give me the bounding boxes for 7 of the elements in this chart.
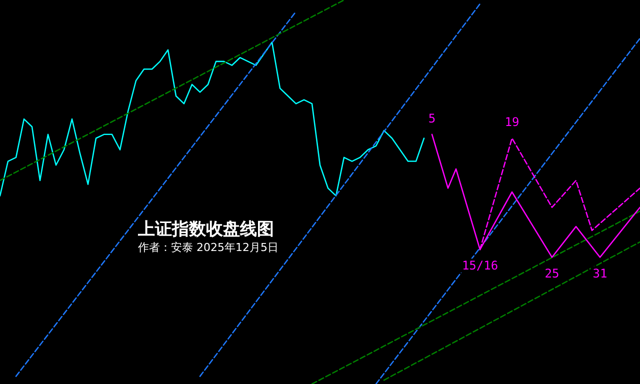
annotation: 25 <box>544 266 560 280</box>
text: 上证指数收盘线图 <box>137 220 274 240</box>
annotation: 19 <box>504 115 520 130</box>
text: 作者：安泰 2025年12月5日 <box>137 241 278 254</box>
annotation: 5 <box>428 111 436 126</box>
annotation: 15/16 <box>462 258 498 273</box>
annotation: 31 <box>592 266 608 280</box>
